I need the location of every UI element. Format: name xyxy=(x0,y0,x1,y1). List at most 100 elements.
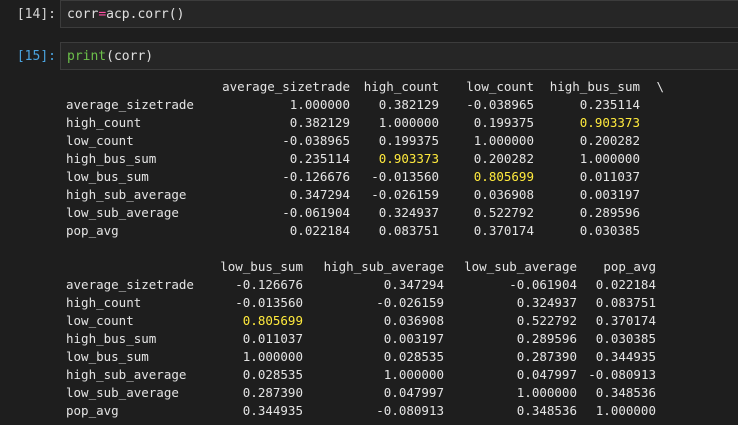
table-cell: 0.382129 xyxy=(378,97,439,112)
table-cell: 0.287390 xyxy=(242,385,303,400)
code-expression: acp.corr() xyxy=(106,7,185,22)
table-cell: -0.126676 xyxy=(282,169,350,184)
table-cell: 0.382129 xyxy=(289,115,350,130)
row-label: average_sizetrade xyxy=(66,97,194,112)
table-cell: 0.370174 xyxy=(595,313,656,328)
table-row: low_sub_average -0.061904 0.324937 0.522792… xyxy=(66,204,706,222)
table-row: high_count -0.013560 -0.026159 0.324937 0.08… xyxy=(66,294,706,312)
row-label: high_sub_average xyxy=(66,367,187,382)
table-row: pop_avg 0.344935 -0.080913 0.348536 1.000000 xyxy=(66,402,706,420)
table-cell: 0.344935 xyxy=(595,349,656,364)
code-line: print(corr) xyxy=(67,48,153,66)
code-variable: corr xyxy=(67,7,99,22)
table-cell: 0.235114 xyxy=(289,151,350,166)
table-row: average_sizetrade -0.126676 0.347294 -0.061… xyxy=(66,276,706,294)
cell-prompt-14: [14]: xyxy=(16,7,56,22)
table-cell: 0.030385 xyxy=(595,331,656,346)
table-cell: 0.347294 xyxy=(289,187,350,202)
column-header: low_count xyxy=(466,79,534,94)
table-row: high_bus_sum 0.235114 0.903373 0.200282 1.00… xyxy=(66,150,706,168)
table-cell: 0.047997 xyxy=(383,385,444,400)
code-operator: = xyxy=(98,7,107,22)
table-row: low_sub_average 0.287390 0.047997 1.000000 0… xyxy=(66,384,706,402)
table-cell: 0.022184 xyxy=(289,223,350,238)
table-cell: -0.013560 xyxy=(371,169,439,184)
table-row: low_bus_sum -0.126676 -0.013560 0.805699 0.0… xyxy=(66,168,706,186)
table-cell: 0.522792 xyxy=(516,313,577,328)
table-cell: 0.348536 xyxy=(516,403,577,418)
column-header: pop_avg xyxy=(603,259,656,274)
table-cell: 0.011037 xyxy=(579,169,640,184)
table-cell: 0.200282 xyxy=(473,151,534,166)
column-header: low_sub_average xyxy=(464,259,577,274)
table-cell: -0.026159 xyxy=(376,295,444,310)
code-cell-14[interactable]: corr=acp.corr() xyxy=(60,0,738,28)
code-function: print xyxy=(67,49,107,64)
column-header: high_count xyxy=(363,79,439,94)
table-cell: 1.000000 xyxy=(473,133,534,148)
row-label: high_sub_average xyxy=(66,187,187,202)
table-cell: 1.000000 xyxy=(242,349,303,364)
code-arguments: (corr) xyxy=(106,49,154,64)
table-cell: 0.030385 xyxy=(579,223,640,238)
table-cell: 1.000000 xyxy=(383,367,444,382)
table-row: pop_avg 0.022184 0.083751 0.370174 0.030385 xyxy=(66,222,706,240)
table-cell: 0.324937 xyxy=(378,205,439,220)
row-label: pop_avg xyxy=(66,403,119,418)
table-cell: -0.061904 xyxy=(509,277,577,292)
table-row: low_count 0.805699 0.036908 0.522792 0.37017… xyxy=(66,312,706,330)
table-cell: 0.036908 xyxy=(473,187,534,202)
table-cell: 0.199375 xyxy=(473,115,534,130)
row-label: high_bus_sum xyxy=(66,151,157,166)
table-header-row: average_sizetrade high_count low_count high… xyxy=(66,78,706,96)
table-cell: 0.047997 xyxy=(516,367,577,382)
table-cell: 0.003197 xyxy=(579,187,640,202)
row-label: pop_avg xyxy=(66,223,119,238)
row-label: high_bus_sum xyxy=(66,331,157,346)
row-label: low_count xyxy=(66,313,134,328)
table-cell: -0.026159 xyxy=(371,187,439,202)
table-cell: 0.805699 xyxy=(242,313,303,328)
table-cell: 0.289596 xyxy=(579,205,640,220)
row-label: low_bus_sum xyxy=(66,169,149,184)
table-cell: 0.903373 xyxy=(378,151,439,166)
table-cell: 0.370174 xyxy=(473,223,534,238)
row-label: average_sizetrade xyxy=(66,277,194,292)
table-cell: 1.000000 xyxy=(579,151,640,166)
row-label: high_count xyxy=(66,115,142,130)
table-header-row: low_bus_sum high_sub_average low_sub_avera… xyxy=(66,258,706,276)
row-label: high_count xyxy=(66,295,142,310)
table-cell: 0.022184 xyxy=(595,277,656,292)
row-label: low_bus_sum xyxy=(66,349,149,364)
column-header: high_sub_average xyxy=(323,259,444,274)
column-header: \ xyxy=(656,79,664,94)
table-row: average_sizetrade 1.000000 0.382129 -0.0389… xyxy=(66,96,706,114)
code-cell-15[interactable]: print(corr) xyxy=(60,42,738,70)
code-line: corr=acp.corr() xyxy=(67,6,184,24)
table-cell: -0.038965 xyxy=(282,133,350,148)
table-cell: -0.080913 xyxy=(588,367,656,382)
table-cell: 0.011037 xyxy=(242,331,303,346)
table-cell: 0.083751 xyxy=(595,295,656,310)
table-row: high_count 0.382129 1.000000 0.199375 0.9033… xyxy=(66,114,706,132)
table-cell: 1.000000 xyxy=(289,97,350,112)
column-header: high_bus_sum xyxy=(549,79,640,94)
table-cell: 0.348536 xyxy=(595,385,656,400)
row-label: low_count xyxy=(66,133,134,148)
table-cell: 1.000000 xyxy=(516,385,577,400)
table-cell: 0.036908 xyxy=(383,313,444,328)
cell-prompt-15: [15]: xyxy=(16,49,56,64)
table-cell: 0.083751 xyxy=(378,223,439,238)
table-cell: -0.126676 xyxy=(235,277,303,292)
table-row: low_bus_sum 1.000000 0.028535 0.287390 0.344… xyxy=(66,348,706,366)
table-cell: 0.347294 xyxy=(383,277,444,292)
row-label: low_sub_average xyxy=(66,385,179,400)
table-cell: 0.200282 xyxy=(579,133,640,148)
table-cell: 0.028535 xyxy=(383,349,444,364)
table-cell: 0.287390 xyxy=(516,349,577,364)
table-cell: 0.028535 xyxy=(242,367,303,382)
table-row: low_count -0.038965 0.199375 1.000000 0.2002… xyxy=(66,132,706,150)
column-header: low_bus_sum xyxy=(220,259,303,274)
table-cell: 0.522792 xyxy=(473,205,534,220)
table-row: high_sub_average 0.347294 -0.026159 0.03690… xyxy=(66,186,706,204)
